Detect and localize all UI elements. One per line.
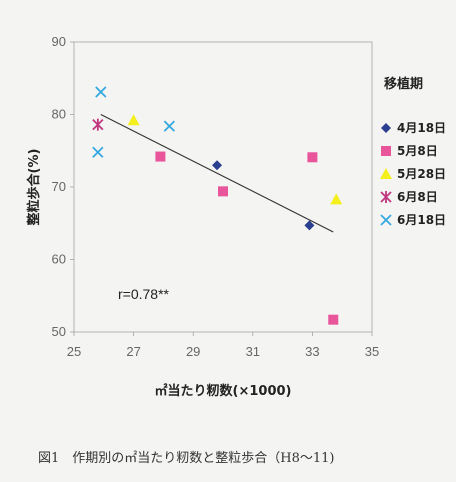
figure-caption: 図1 作期別の㎡当たり籾数と整粒歩合（H8～11) xyxy=(38,451,335,466)
trendline-group xyxy=(100,114,334,233)
y-tick-label: 60 xyxy=(52,252,66,267)
data-points xyxy=(92,86,343,325)
x-axis-label: ㎡当たり籾数(×1000) xyxy=(155,383,292,399)
x-tick-label: 35 xyxy=(365,344,379,359)
data-point xyxy=(95,86,107,98)
legend-marker xyxy=(381,146,391,156)
data-point xyxy=(307,152,318,163)
legend-label: 6月8日 xyxy=(397,190,438,204)
x-tick-label: 29 xyxy=(186,344,200,359)
data-point xyxy=(155,151,166,162)
legend-label: 4月18日 xyxy=(397,121,446,135)
y-tick-label: 50 xyxy=(52,324,66,339)
legend-marker xyxy=(381,123,391,133)
data-point xyxy=(163,120,175,132)
data-point xyxy=(304,220,315,231)
x-tick-label: 31 xyxy=(246,344,260,359)
data-point xyxy=(92,118,104,131)
legend-marker xyxy=(380,214,392,226)
legend: 4月18日 5月8日 5月28日 6月8日 6月18日 xyxy=(380,121,446,227)
data-point xyxy=(212,160,223,171)
correlation-annotation: r=0.78** xyxy=(118,286,170,302)
y-axis-ticks: 90 80 70 60 50 xyxy=(52,34,74,339)
legend-label: 5月28日 xyxy=(397,167,446,181)
legend-marker xyxy=(380,191,392,203)
data-point xyxy=(328,314,339,325)
x-tick-label: 33 xyxy=(305,344,319,359)
data-point xyxy=(92,146,104,158)
x-axis-ticks: 25 27 29 31 33 35 xyxy=(67,332,379,359)
x-tick-label: 25 xyxy=(67,344,81,359)
legend-label: 5月8日 xyxy=(397,144,438,158)
y-tick-label: 90 xyxy=(52,34,66,49)
trendline xyxy=(100,114,334,233)
data-point xyxy=(127,114,140,126)
y-tick-label: 80 xyxy=(52,107,66,122)
legend-title: 移植期 xyxy=(384,76,423,92)
y-axis-label: 整粒歩合(%) xyxy=(26,149,42,227)
legend-label: 6月18日 xyxy=(397,213,446,227)
y-tick-label: 70 xyxy=(52,179,66,194)
data-point xyxy=(218,186,228,197)
legend-marker xyxy=(380,168,392,179)
data-point xyxy=(330,193,343,205)
x-tick-label: 27 xyxy=(126,344,140,359)
